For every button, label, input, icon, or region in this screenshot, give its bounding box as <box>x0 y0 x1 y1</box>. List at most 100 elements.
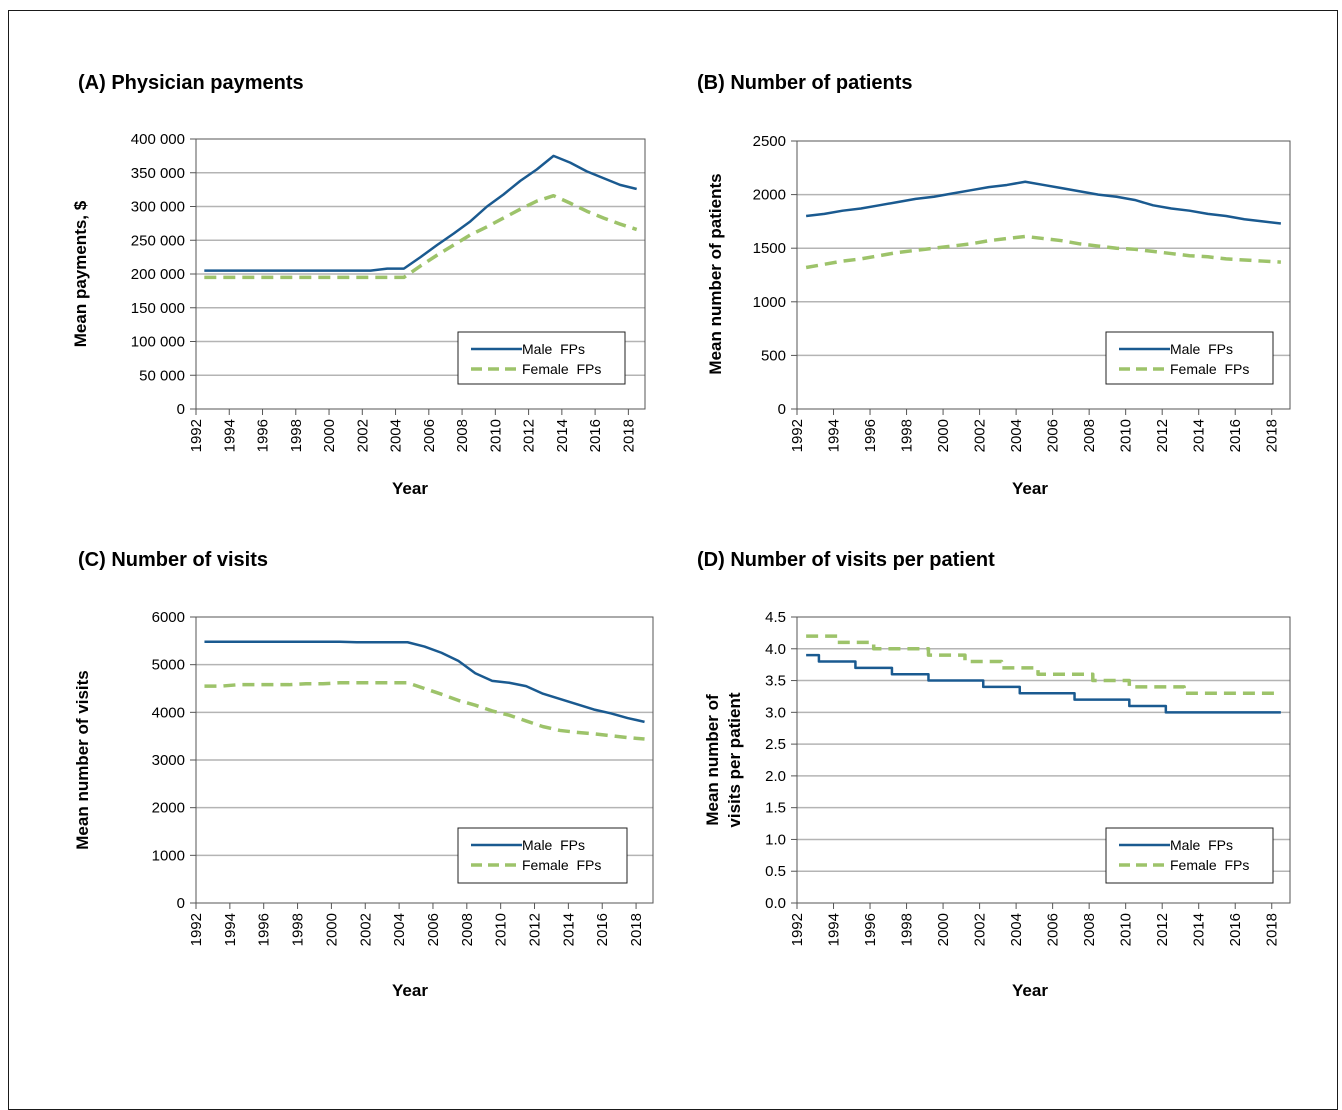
chart-title: (B) Number of patients <box>697 72 913 94</box>
x-tick-label: 2010 <box>493 913 510 946</box>
x-tick-label: 1998 <box>899 419 916 452</box>
chart-panel-3: (D) Number of visits per patient 0.0 0.5 1.… <box>697 549 1291 1000</box>
x-tick-label: 2012 <box>1154 419 1171 452</box>
legend: Male FPs Female FPs <box>457 827 628 884</box>
x-tick-label: 1994 <box>221 419 238 452</box>
legend: Male FPs Female FPs <box>457 331 626 385</box>
x-tick-label: 2014 <box>1191 913 1208 946</box>
chart-panel-2: (C) Number of visits 0 1000 2000 3000 4000 500… <box>73 549 654 1000</box>
x-tick-label: 2008 <box>459 913 476 946</box>
x-tick-label: 2018 <box>1264 419 1281 452</box>
x-tick-label: 2018 <box>620 419 637 452</box>
x-tick-label: 2010 <box>1118 419 1135 452</box>
x-tick-label: 1998 <box>899 913 916 946</box>
x-tick-label: 1998 <box>290 913 307 946</box>
x-tick-label: 1992 <box>188 913 205 946</box>
x-tick-label: 2010 <box>1118 913 1135 946</box>
x-tick-label: 2000 <box>935 419 952 452</box>
x-tick-label: 1998 <box>288 419 305 452</box>
legend-label-male: Male FPs <box>522 341 585 357</box>
x-tick-label: 2010 <box>487 419 504 452</box>
y-tick-label: 0 <box>778 401 786 418</box>
y-tick-label: 2500 <box>753 133 786 150</box>
legend: Male FPs Female FPs <box>1105 827 1274 884</box>
x-tick-label: 1994 <box>826 419 843 452</box>
y-tick-label: 2000 <box>753 187 786 204</box>
y-tick-label: 300 000 <box>131 199 185 216</box>
x-tick-label: 1996 <box>862 419 879 452</box>
y-tick-label: 0.0 <box>765 895 786 912</box>
y-tick-label: 1000 <box>753 294 786 311</box>
y-tick-label: 3.0 <box>765 704 786 721</box>
x-tick-label: 2002 <box>357 913 374 946</box>
y-tick-label: 1500 <box>753 240 786 257</box>
x-tick-label: 2006 <box>1045 913 1062 946</box>
y-tick-label: 4.0 <box>765 641 786 658</box>
x-tick-label: 1992 <box>789 419 806 452</box>
y-tick-label: 50 000 <box>139 367 185 384</box>
y-axis-label: visits per patient <box>725 692 744 827</box>
x-tick-label: 2014 <box>560 913 577 946</box>
y-tick-label: 400 000 <box>131 131 185 148</box>
chart-title: (A) Physician payments <box>78 72 304 94</box>
y-tick-label: 1.0 <box>765 831 786 848</box>
y-tick-label: 1000 <box>152 847 185 864</box>
y-tick-label: 250 000 <box>131 232 185 249</box>
plot-area <box>796 140 1291 410</box>
x-axis-label: Year <box>1012 479 1048 498</box>
x-tick-label: 2000 <box>935 913 952 946</box>
y-tick-label: 500 <box>761 347 786 364</box>
x-tick-label: 2018 <box>628 913 645 946</box>
chart-title: (D) Number of visits per patient <box>697 549 995 571</box>
legend-label-male: Male FPs <box>1170 341 1233 357</box>
x-tick-label: 2000 <box>321 419 338 452</box>
x-tick-label: 2002 <box>972 913 989 946</box>
legend-label-female: Female FPs <box>522 361 601 377</box>
x-tick-label: 1992 <box>789 913 806 946</box>
plot-area <box>195 616 654 904</box>
x-tick-label: 1996 <box>256 913 273 946</box>
y-tick-label: 100 000 <box>131 334 185 351</box>
legend-box <box>1105 331 1274 385</box>
x-tick-label: 2004 <box>388 419 405 452</box>
legend-label-female: Female FPs <box>522 857 601 873</box>
legend-label-female: Female FPs <box>1170 361 1249 377</box>
x-tick-label: 2006 <box>425 913 442 946</box>
x-tick-label: 2016 <box>594 913 611 946</box>
x-tick-label: 1994 <box>826 913 843 946</box>
x-tick-label: 2012 <box>527 913 544 946</box>
plot-area <box>796 616 1291 904</box>
x-tick-label: 2014 <box>1191 419 1208 452</box>
y-tick-label: 150 000 <box>131 300 185 317</box>
y-tick-label: 5000 <box>152 657 185 674</box>
figure-canvas: (A) Physician payments 0 50 000 100 000 150 … <box>71 72 1291 1000</box>
x-tick-label: 2012 <box>521 419 538 452</box>
x-tick-label: 2008 <box>454 419 471 452</box>
y-tick-label: 0.5 <box>765 863 786 880</box>
chart-panel-0: (A) Physician payments 0 50 000 100 000 150 … <box>71 72 646 498</box>
y-tick-label: 3.5 <box>765 673 786 690</box>
y-tick-label: 2.5 <box>765 736 786 753</box>
legend-box <box>1105 827 1274 884</box>
legend: Male FPs Female FPs <box>1105 331 1274 385</box>
x-tick-label: 2018 <box>1264 913 1281 946</box>
y-tick-label: 2.0 <box>765 768 786 785</box>
series-line-male <box>805 180 1282 225</box>
x-tick-label: 1994 <box>222 913 239 946</box>
legend-box <box>457 827 628 884</box>
x-tick-label: 2016 <box>1227 913 1244 946</box>
legend-label-female: Female FPs <box>1170 857 1249 873</box>
x-tick-label: 2008 <box>1081 419 1098 452</box>
y-axis-label: Mean number of patients <box>706 173 725 374</box>
y-axis-label: Mean payments, $ <box>71 200 90 347</box>
legend-label-male: Male FPs <box>522 837 585 853</box>
legend-label-male: Male FPs <box>1170 837 1233 853</box>
x-tick-label: 1992 <box>188 419 205 452</box>
y-tick-label: 4000 <box>152 704 185 721</box>
y-tick-label: 1.5 <box>765 800 786 817</box>
series-line-male <box>806 653 1281 714</box>
legend-box <box>457 331 626 385</box>
y-tick-label: 0 <box>177 895 185 912</box>
x-tick-label: 2004 <box>1008 419 1025 452</box>
y-tick-label: 3000 <box>152 752 185 769</box>
